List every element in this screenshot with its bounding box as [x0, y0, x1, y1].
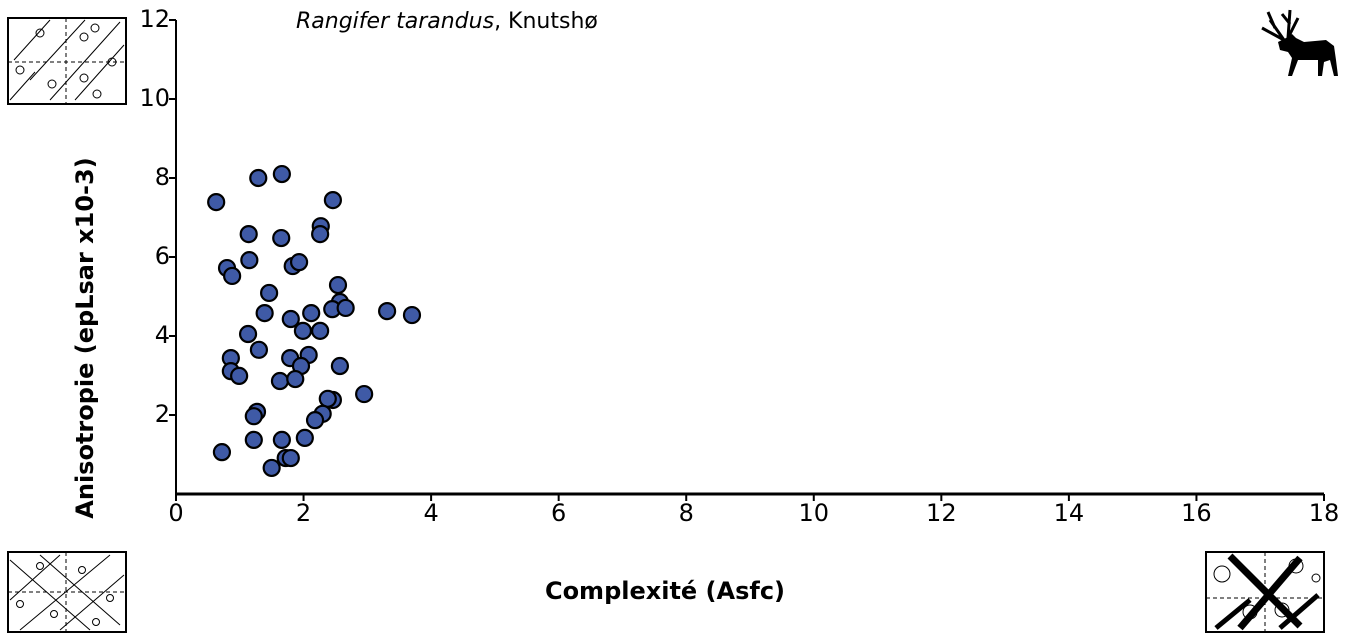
x-tick-label: 2 [296, 499, 311, 527]
x-tick-label: 6 [551, 499, 566, 527]
data-point [295, 428, 314, 448]
data-point [262, 458, 281, 478]
texture-icon [7, 551, 127, 633]
chart-title: Rangifer tarandus, Knutshø [296, 9, 598, 34]
data-point [249, 340, 269, 359]
y-tick-label: 2 [155, 400, 170, 428]
x-tick-label: 12 [926, 499, 957, 527]
data-point [244, 407, 263, 426]
data-point [238, 324, 258, 344]
y-tick-label: 6 [155, 242, 170, 270]
data-point [311, 224, 330, 244]
data-point [272, 430, 291, 449]
x-axis-label: Complexité (Asfc) [545, 577, 785, 605]
texture-icon [7, 17, 127, 105]
data-point [318, 389, 337, 408]
texture-icon [1205, 551, 1325, 633]
data-point [355, 384, 374, 404]
data-point [260, 283, 279, 303]
data-point [286, 369, 305, 389]
x-tick-label: 16 [1181, 499, 1212, 527]
data-point [240, 251, 259, 270]
data-point [336, 298, 355, 318]
data-point [311, 321, 330, 340]
reindeer-icon [1261, 9, 1338, 76]
y-axis-label: Anisotropie (epLsar x10-3) [71, 157, 99, 518]
x-tick-label: 10 [799, 499, 830, 527]
x-tick-label: 14 [1054, 499, 1085, 527]
data-point [289, 253, 309, 272]
x-tick-label: 8 [679, 499, 694, 527]
data-point [281, 448, 300, 468]
data-point [330, 356, 350, 376]
data-point [293, 321, 313, 340]
title-site: , Knutshø [494, 9, 598, 34]
data-point [244, 430, 263, 449]
y-tick-label: 8 [155, 163, 170, 191]
y-tick-label: 4 [155, 321, 170, 349]
data-point [270, 371, 290, 391]
data-point [239, 224, 258, 244]
data-point [207, 192, 226, 212]
data-point [255, 303, 274, 323]
data-point [305, 411, 325, 430]
data-point [272, 228, 291, 248]
data-point [272, 164, 291, 184]
data-point [212, 443, 232, 462]
title-species: Rangifer tarandus [296, 9, 494, 34]
x-tick-label: 4 [423, 499, 438, 527]
data-point [378, 302, 397, 321]
y-tick-label: 10 [139, 84, 170, 112]
data-point [281, 309, 300, 329]
data-point [323, 191, 342, 210]
data-point [223, 266, 242, 286]
data-point [302, 303, 321, 323]
x-tick-label: 18 [1309, 499, 1340, 527]
y-tick-label: 12 [139, 5, 170, 33]
data-point [402, 305, 422, 325]
x-tick-label: 0 [168, 499, 183, 527]
data-point [328, 275, 348, 295]
data-point [249, 168, 268, 188]
data-point [230, 366, 249, 385]
